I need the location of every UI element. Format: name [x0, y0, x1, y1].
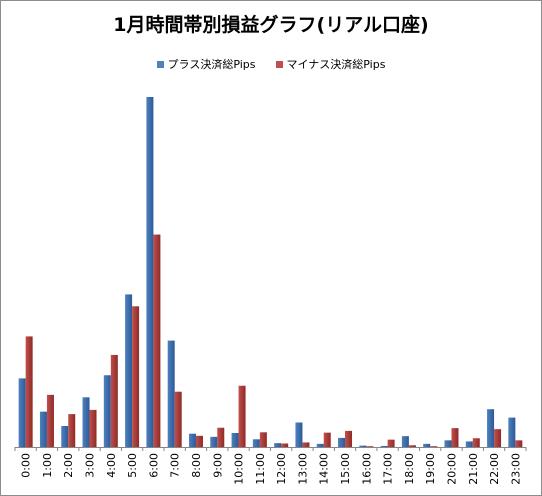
- bar-minus-2200: [494, 429, 502, 447]
- bar-minus-900: [217, 427, 225, 447]
- bar-plus-1500: [338, 437, 346, 447]
- bar-plus-600: [146, 97, 154, 447]
- x-tick-label: 20:00: [445, 453, 458, 485]
- x-tick-label: 16:00: [360, 453, 373, 485]
- chart-title: 1月時間帯別損益グラフ(リアル口座): [113, 14, 429, 36]
- bar-minus-1800: [408, 445, 416, 447]
- bar-plus-2300: [508, 417, 516, 447]
- bar-minus-000: [25, 336, 33, 447]
- x-tick-label: 10:00: [233, 453, 246, 485]
- bar-plus-1800: [401, 436, 409, 447]
- legend-swatch-minus: [275, 60, 283, 68]
- bar-minus-1900: [430, 446, 438, 447]
- x-tick-label: 4:00: [105, 453, 118, 478]
- bar-plus-2000: [444, 440, 452, 447]
- x-tick-label: 21:00: [467, 453, 480, 485]
- legend-item-plus: プラス決済総Pips: [156, 56, 256, 72]
- bar-plus-2200: [487, 409, 495, 447]
- x-tick-label: 17:00: [382, 453, 395, 485]
- bar-plus-800: [188, 433, 196, 447]
- bar-plus-2100: [465, 441, 473, 447]
- bar-plus-1900: [423, 443, 431, 447]
- bar-minus-2300: [515, 440, 523, 447]
- bar-minus-400: [110, 354, 118, 447]
- bar-plus-700: [167, 340, 175, 447]
- bar-plus-1100: [252, 439, 260, 447]
- x-tick-label: 7:00: [169, 453, 182, 478]
- bar-plus-200: [61, 426, 69, 447]
- bar-plus-000: [18, 378, 26, 447]
- legend-item-minus: マイナス決済総Pips: [275, 56, 386, 72]
- bar-minus-1400: [323, 432, 331, 447]
- x-tick-label: 9:00: [211, 453, 224, 478]
- bar-minus-1000: [238, 385, 246, 447]
- bar-minus-1300: [302, 442, 310, 447]
- bar-plus-1000: [231, 433, 239, 447]
- bar-plus-500: [125, 294, 133, 447]
- legend-label-plus: プラス決済総Pips: [167, 58, 256, 71]
- x-tick-label: 6:00: [147, 453, 160, 478]
- bar-plus-1600: [359, 445, 367, 447]
- bar-minus-2000: [451, 428, 459, 447]
- bar-plus-1400: [316, 443, 324, 447]
- bar-minus-1200: [281, 443, 289, 447]
- x-tick-label: 11:00: [254, 453, 267, 485]
- bar-plus-400: [103, 375, 111, 447]
- x-tick-label: 22:00: [488, 453, 501, 485]
- bar-plus-1200: [274, 443, 282, 447]
- bar-plus-300: [82, 397, 90, 447]
- bar-minus-1700: [387, 439, 395, 447]
- x-tick-label: 14:00: [318, 453, 331, 485]
- legend-label-minus: マイナス決済総Pips: [286, 58, 386, 71]
- x-tick-label: 0:00: [20, 453, 33, 478]
- x-tick-label: 19:00: [424, 453, 437, 485]
- bar-plus-900: [210, 436, 218, 447]
- bar-plus-1700: [380, 445, 388, 447]
- legend-swatch-plus: [156, 60, 164, 68]
- bar-minus-800: [195, 435, 203, 447]
- bar-minus-2100: [472, 438, 480, 447]
- bar-minus-700: [174, 391, 182, 447]
- x-tick-label: 12:00: [275, 453, 288, 485]
- x-tick-label: 2:00: [62, 453, 75, 478]
- bar-minus-1600: [366, 446, 374, 447]
- bar-minus-600: [153, 234, 161, 447]
- x-tick-label: 23:00: [509, 453, 522, 485]
- bar-minus-1500: [345, 430, 353, 447]
- x-tick-label: 3:00: [84, 453, 97, 478]
- bar-plus-100: [39, 411, 47, 447]
- x-tick-label: 15:00: [339, 453, 352, 485]
- bar-minus-300: [89, 409, 97, 447]
- x-tick-label: 13:00: [296, 453, 309, 485]
- bar-minus-200: [68, 414, 76, 447]
- x-tick-label: 8:00: [190, 453, 203, 478]
- bar-plus-1300: [295, 422, 303, 447]
- chart-legend: プラス決済総Pips マイナス決済総Pips: [0, 56, 542, 72]
- bar-minus-100: [46, 394, 54, 447]
- x-tick-label: 18:00: [403, 453, 416, 485]
- x-tick-label: 1:00: [41, 453, 54, 478]
- bar-minus-1100: [259, 432, 267, 447]
- x-tick-label: 5:00: [126, 453, 139, 478]
- bar-minus-500: [132, 306, 140, 447]
